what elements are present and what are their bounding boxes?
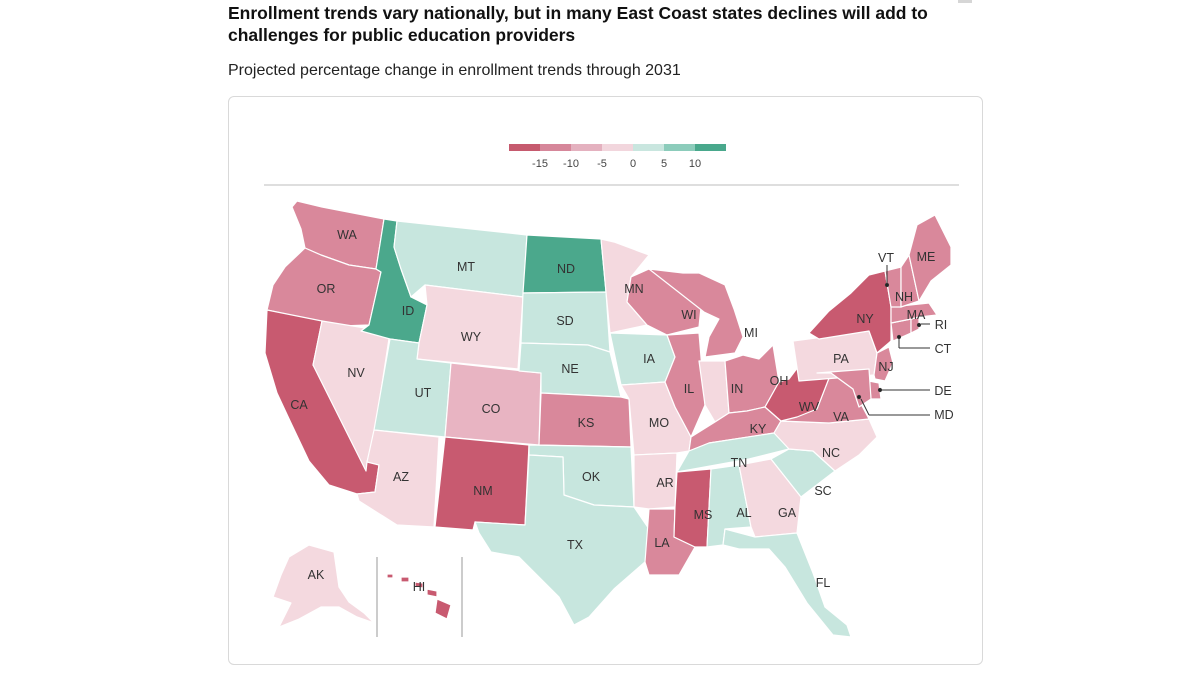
states-layer <box>264 200 952 638</box>
legend-swatch <box>571 144 602 151</box>
label-ma: MA <box>907 308 926 322</box>
state-ks[interactable] <box>538 392 632 448</box>
label-al: AL <box>736 506 751 520</box>
label-nc: NC <box>822 446 840 460</box>
label-ia: IA <box>643 352 655 366</box>
legend-swatch <box>695 144 726 151</box>
leader-ct-dot <box>896 334 902 340</box>
state-labels: WA OR CA NV ID MT WY UT AZ CO NM ND SD N… <box>290 228 953 594</box>
label-wi: WI <box>681 308 696 322</box>
label-ny: NY <box>856 312 874 326</box>
state-ar[interactable] <box>633 452 678 510</box>
legend-swatch <box>540 144 571 151</box>
label-ak: AK <box>308 568 325 582</box>
label-ok: OK <box>582 470 601 484</box>
label-nh: NH <box>895 290 913 304</box>
legend-swatch <box>509 144 540 151</box>
corner-mark <box>958 0 972 3</box>
label-hi: HI <box>413 580 426 594</box>
state-tx[interactable] <box>474 454 650 626</box>
legend-swatch <box>633 144 664 151</box>
state-ak[interactable] <box>272 544 375 628</box>
label-ut: UT <box>415 386 432 400</box>
legend-tick: 5 <box>661 158 667 170</box>
label-mt: MT <box>457 260 475 274</box>
label-ks: KS <box>578 416 595 430</box>
label-nd: ND <box>557 262 575 276</box>
legend-tick: -15 <box>532 158 548 170</box>
label-wv: WV <box>799 400 820 414</box>
state-in[interactable] <box>698 360 730 423</box>
leader-ri-dot <box>916 322 922 328</box>
label-ca: CA <box>290 398 308 412</box>
label-de: DE <box>934 384 951 398</box>
label-pa: PA <box>833 352 849 366</box>
legend-tick: -5 <box>597 158 607 170</box>
state-nj[interactable] <box>873 346 894 382</box>
label-ar: AR <box>656 476 673 490</box>
label-or: OR <box>317 282 336 296</box>
leader-de-dot <box>877 387 883 393</box>
state-fl[interactable] <box>722 528 852 638</box>
state-mt[interactable] <box>393 220 528 298</box>
label-mn: MN <box>624 282 643 296</box>
label-sd: SD <box>556 314 573 328</box>
state-hi[interactable] <box>386 573 452 620</box>
label-va: VA <box>833 410 849 424</box>
us-map-svg: -15 -10 -5 0 5 10 <box>264 144 959 638</box>
legend-swatch <box>664 144 695 151</box>
chart-title: Enrollment trends vary nationally, but i… <box>228 3 928 45</box>
label-sc: SC <box>814 484 831 498</box>
label-nm: NM <box>473 484 492 498</box>
legend: -15 -10 -5 0 5 10 <box>509 144 726 170</box>
label-ri: RI <box>935 318 948 332</box>
state-il[interactable] <box>664 332 706 438</box>
leader-md <box>860 398 870 416</box>
leader-lines <box>856 265 930 416</box>
leader-vt-dot <box>884 282 890 288</box>
state-az[interactable] <box>356 429 440 528</box>
label-nv: NV <box>347 366 365 380</box>
label-me: ME <box>917 250 936 264</box>
legend-tick: 0 <box>630 158 636 170</box>
label-ky: KY <box>750 422 767 436</box>
label-vt: VT <box>878 251 894 265</box>
label-ne: NE <box>561 362 578 376</box>
label-la: LA <box>654 536 670 550</box>
label-il: IL <box>684 382 694 396</box>
label-ct: CT <box>935 342 952 356</box>
label-oh: OH <box>770 374 789 388</box>
label-ga: GA <box>778 506 797 520</box>
map-card: -15 -10 -5 0 5 10 <box>228 96 983 665</box>
label-in: IN <box>731 382 744 396</box>
label-az: AZ <box>393 470 409 484</box>
label-nj: NJ <box>878 360 893 374</box>
legend-tick: 10 <box>689 158 701 170</box>
label-wy: WY <box>461 330 482 344</box>
label-fl: FL <box>816 576 831 590</box>
state-me[interactable] <box>908 214 952 302</box>
label-ms: MS <box>694 508 713 522</box>
leader-md-dot <box>856 394 862 400</box>
state-mi[interactable] <box>648 268 744 358</box>
label-tn: TN <box>731 456 748 470</box>
legend-tick: -10 <box>563 158 579 170</box>
label-id: ID <box>402 304 415 318</box>
label-md: MD <box>934 408 953 422</box>
label-tx: TX <box>567 538 584 552</box>
state-wy[interactable] <box>416 284 524 370</box>
legend-swatch <box>602 144 633 151</box>
label-mi: MI <box>744 326 758 340</box>
state-ma[interactable] <box>890 302 938 324</box>
label-co: CO <box>482 402 501 416</box>
chart-subtitle: Projected percentage change in enrollmen… <box>228 62 681 79</box>
label-wa: WA <box>337 228 357 242</box>
label-mo: MO <box>649 416 669 430</box>
